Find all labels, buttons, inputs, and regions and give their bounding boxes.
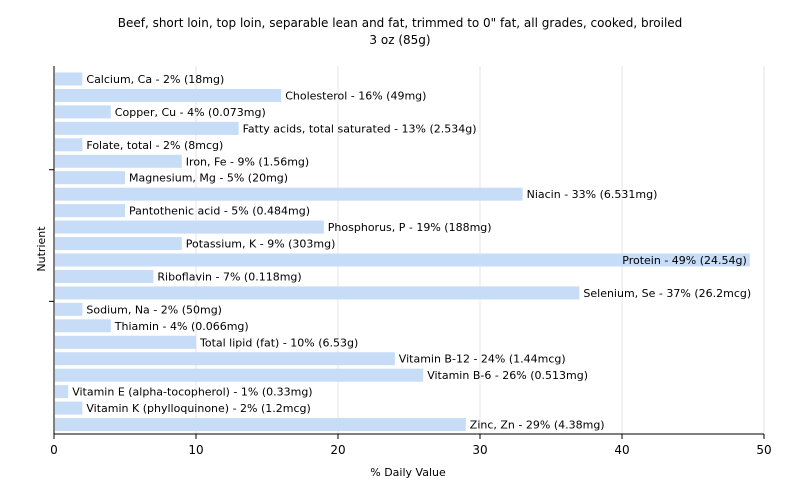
y-axis-label: Nutrient — [35, 226, 48, 272]
bar-label-13: Selenium, Se - 37% (26.2mcg) — [583, 287, 751, 300]
bar-9 — [55, 220, 324, 234]
bar-14 — [55, 302, 83, 316]
x-tick-label-20: 20 — [330, 443, 345, 457]
bar-11 — [55, 253, 750, 267]
bar-label-16: Total lipid (fat) - 10% (6.53g) — [199, 336, 358, 349]
bar-0 — [55, 72, 83, 86]
bar-label-14: Sodium, Na - 2% (50mg) — [86, 303, 222, 316]
bar-label-10: Potassium, K - 9% (303mg) — [186, 238, 336, 251]
bar-label-3: Fatty acids, total saturated - 13% (2.53… — [243, 122, 477, 135]
bar-19 — [55, 385, 69, 399]
x-tick-label-10: 10 — [188, 443, 203, 457]
bar-label-2: Copper, Cu - 4% (0.073mg) — [115, 106, 266, 119]
bar-label-7: Niacin - 33% (6.531mg) — [527, 188, 658, 201]
bar-label-17: Vitamin B-12 - 24% (1.44mcg) — [399, 353, 566, 366]
bar-label-4: Folate, total - 2% (8mcg) — [86, 139, 223, 152]
bar-20 — [55, 401, 83, 415]
bar-label-6: Magnesium, Mg - 5% (20mg) — [129, 172, 288, 185]
bar-6 — [55, 171, 125, 185]
bar-18 — [55, 368, 424, 382]
bar-10 — [55, 237, 182, 251]
bar-label-1: Cholesterol - 16% (49mg) — [285, 89, 426, 102]
bar-label-11: Protein - 49% (24.54g) — [622, 254, 747, 267]
chart-subtitle: 3 oz (85g) — [369, 33, 430, 47]
bar-label-0: Calcium, Ca - 2% (18mg) — [86, 73, 224, 86]
bar-13 — [55, 286, 580, 300]
bar-3 — [55, 121, 239, 135]
bars-group: Calcium, Ca - 2% (18mg) Cholesterol - 16%… — [55, 72, 751, 432]
bar-label-21: Zinc, Zn - 29% (4.38mg) — [470, 419, 605, 432]
bar-label-8: Pantothenic acid - 5% (0.484mg) — [129, 205, 310, 218]
x-tick-label-50: 50 — [756, 443, 771, 457]
bar-1 — [55, 88, 282, 102]
bar-15 — [55, 319, 111, 333]
bar-7 — [55, 187, 523, 201]
bar-label-12: Riboflavin - 7% (0.118mg) — [157, 270, 301, 283]
axes-group: 0 10 20 30 40 50 — [49, 66, 772, 457]
x-tick-label-40: 40 — [614, 443, 629, 457]
bar-label-20: Vitamin K (phylloquinone) - 2% (1.2mcg) — [86, 402, 310, 415]
bar-4 — [55, 138, 83, 152]
bar-21 — [55, 418, 466, 432]
bar-5 — [55, 154, 182, 168]
x-tick-label-0: 0 — [50, 443, 58, 457]
bar-label-9: Phosphorus, P - 19% (188mg) — [328, 221, 492, 234]
bar-label-15: Thiamin - 4% (0.066mg) — [114, 320, 249, 333]
x-tick-label-30: 30 — [472, 443, 487, 457]
bar-8 — [55, 204, 125, 218]
bar-2 — [55, 105, 111, 119]
bar-label-18: Vitamin B-6 - 26% (0.513mg) — [427, 369, 588, 382]
bar-17 — [55, 352, 395, 366]
bar-16 — [55, 335, 196, 349]
bar-label-5: Iron, Fe - 9% (1.56mg) — [186, 155, 309, 168]
x-axis-label: % Daily Value — [370, 466, 446, 479]
bar-label-19: Vitamin E (alpha-tocopherol) - 1% (0.33m… — [72, 386, 312, 399]
chart-title: Beef, short loin, top loin, separable le… — [118, 16, 683, 30]
bar-12 — [55, 269, 154, 283]
